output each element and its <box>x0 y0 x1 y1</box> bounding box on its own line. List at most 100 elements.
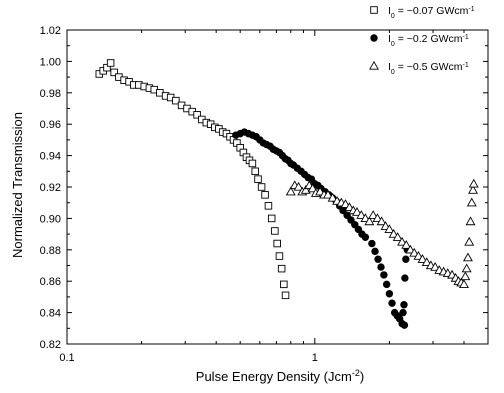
data-point <box>468 178 479 188</box>
data-point <box>110 68 118 77</box>
axes: 0.82 0.84 0.86 0.88 0.90 0.92 0.94 0.96 0.98 1.00… <box>40 25 489 364</box>
legend-entry: I0 = ~0.2 GWcm-1 <box>370 33 469 48</box>
series-3 <box>285 178 479 288</box>
x-axis-label-sup: -2 <box>352 368 360 378</box>
data-point <box>399 308 407 317</box>
x-axis-label: Pulse Energy Density (Jcm-2) <box>196 368 364 384</box>
data-point <box>293 181 304 191</box>
legend-marker <box>370 34 378 42</box>
legend-label-text: = ~0.2 GWcm <box>395 33 463 45</box>
data-point <box>459 279 469 288</box>
data-point <box>384 224 395 234</box>
data-point <box>371 247 379 256</box>
data-point <box>273 239 281 248</box>
legend-marker <box>369 60 379 70</box>
y-tick-label: 0.92 <box>40 182 61 194</box>
legend-entry: I0 = ~0.5 GWcm-1 <box>369 60 469 76</box>
y-tick-label: 0.84 <box>40 308 61 320</box>
legend-label-text: = ~0.5 GWcm <box>395 61 463 73</box>
x-axis-label-main: Pulse Energy Density (Jcm <box>196 369 352 384</box>
data-point <box>401 239 412 249</box>
data-point <box>193 111 201 119</box>
data-point <box>361 233 370 241</box>
data-point <box>277 264 286 273</box>
data-point <box>466 197 477 207</box>
data-point <box>368 210 379 219</box>
data-point <box>352 207 362 216</box>
legend-label-symbol: I <box>388 61 391 73</box>
data-point <box>281 291 290 300</box>
data-point <box>385 290 394 298</box>
data-point <box>106 59 115 67</box>
series-1 <box>95 59 290 300</box>
data-point <box>364 216 375 226</box>
legend-label-symbol: I <box>388 5 391 17</box>
data-points <box>95 59 479 329</box>
data-point <box>251 167 259 176</box>
legend-label-sup: -1 <box>468 6 474 13</box>
y-tick-label: 1.00 <box>40 56 61 68</box>
y-tick-label: 0.90 <box>40 213 61 225</box>
data-point <box>172 96 180 105</box>
data-point <box>377 263 385 271</box>
data-point <box>401 274 409 282</box>
data-point <box>374 255 382 263</box>
legend-marker <box>370 6 378 14</box>
data-point <box>462 252 473 262</box>
plot-frame <box>66 29 489 345</box>
data-point <box>368 239 376 248</box>
data-point <box>261 191 269 199</box>
data-point <box>280 280 288 289</box>
legend-label: I0 = ~0.07 GWcm-1 <box>388 5 475 20</box>
data-point <box>400 301 408 309</box>
data-point <box>382 280 391 289</box>
y-tick-label: 0.88 <box>40 245 61 257</box>
data-point <box>397 236 408 246</box>
y-tick-label: 0.94 <box>40 151 61 163</box>
legend-label: I0 = ~0.5 GWcm-1 <box>388 61 469 76</box>
data-point <box>322 189 333 199</box>
legend-label-sup: -1 <box>463 62 469 69</box>
legend-label-text: = ~0.07 GWcm <box>395 5 469 17</box>
data-point <box>409 247 420 257</box>
legend-label-sub: 0 <box>391 41 395 48</box>
data-point <box>307 183 318 193</box>
data-point <box>248 159 257 168</box>
legend-label-symbol: I <box>388 33 391 45</box>
data-point <box>380 271 388 279</box>
data-point <box>388 299 396 307</box>
legend-label: I0 = ~0.2 GWcm-1 <box>388 33 469 48</box>
data-point <box>267 214 276 223</box>
legend-label-sup: -1 <box>463 34 469 41</box>
data-point <box>264 202 273 210</box>
legend-label-sub: 0 <box>391 69 395 76</box>
data-point <box>271 227 279 235</box>
data-point <box>254 175 262 183</box>
data-point <box>465 216 476 226</box>
y-axis-label: Normalized Transmission <box>10 112 25 258</box>
data-point <box>388 228 399 238</box>
data-point <box>257 183 266 191</box>
data-point <box>460 271 471 281</box>
data-point <box>413 250 424 260</box>
legend-entry: I0 = ~0.07 GWcm-1 <box>370 5 475 20</box>
data-point <box>275 252 284 260</box>
x-tick-label: 1 <box>312 352 318 364</box>
data-point <box>400 321 409 329</box>
data-point <box>356 210 367 219</box>
data-point <box>285 186 296 196</box>
data-point <box>430 261 441 271</box>
data-point <box>376 216 387 226</box>
data-point <box>421 257 432 267</box>
data-point <box>372 213 383 223</box>
x-tick-label: 0.1 <box>59 352 74 364</box>
legend-label-sub: 0 <box>391 13 395 20</box>
y-tick-label: 1.02 <box>40 25 61 37</box>
data-point <box>300 185 311 194</box>
y-tick-label: 0.96 <box>40 119 61 131</box>
data-point <box>402 255 410 263</box>
data-point <box>468 185 478 194</box>
y-tick-label: 0.98 <box>40 88 61 100</box>
y-tick-label: 0.82 <box>40 339 61 351</box>
